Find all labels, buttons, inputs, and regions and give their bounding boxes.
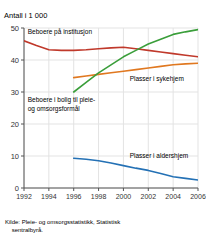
x-tick-label: 1994	[41, 193, 57, 200]
x-tick	[48, 188, 49, 191]
annotation-line: Beboere i bolig til pleie-	[28, 96, 96, 104]
chart: 0 10 20 30 40 50 1992 1994 1996 1998 2000 2002 2004 2…	[0, 0, 206, 236]
x-tick	[123, 188, 124, 191]
y-grid-line	[24, 92, 198, 93]
annotation-line: og omsorgsformål	[28, 105, 81, 113]
x-grid-line	[148, 28, 149, 188]
source: Kilde: Pleie- og omsorgsstatistikk, Stat…	[5, 219, 121, 233]
y-tick-label: 30	[11, 88, 19, 97]
y-axis-line	[24, 28, 25, 188]
grid	[24, 28, 198, 188]
x-tick-label: 2004	[165, 193, 181, 200]
x-grid-line	[24, 28, 25, 188]
x-tick	[198, 188, 199, 191]
x-tick	[24, 188, 25, 191]
y-tick-label: 40	[11, 56, 19, 65]
series-line	[74, 30, 198, 92]
x-tick	[73, 188, 74, 191]
annotations: Beboere på institusjon Plasser i sykehjem…	[28, 28, 188, 160]
x-tick	[98, 188, 99, 191]
y-tick	[21, 156, 24, 157]
series-lines	[24, 30, 198, 180]
x-tick	[173, 188, 174, 191]
annotation: Plasser i aldershjem	[130, 152, 189, 160]
axes: 0 10 20 30 40 50 1992 1994 1996 1998 2000 2002 2004 2…	[11, 24, 206, 201]
x-tick-label: 1996	[66, 193, 82, 200]
x-tick-label: 2000	[116, 193, 132, 200]
annotation-line: Plasser i sykehjem	[130, 75, 184, 83]
x-tick-label: 1992	[16, 193, 32, 200]
annotation-line: Plasser i aldershjem	[130, 152, 189, 160]
y-grid-line	[24, 124, 198, 125]
annotation-line: Beboere på institusjon	[28, 28, 93, 36]
y-tick	[21, 92, 24, 93]
series-line	[74, 158, 198, 180]
x-tick	[148, 188, 149, 191]
x-grid-line	[173, 28, 174, 188]
source-line: Kilde: Pleie- og omsorgsstatistikk, Stat…	[5, 219, 121, 225]
y-tick-label: 50	[11, 24, 19, 33]
x-tick-label: 2002	[140, 193, 156, 200]
x-tick-label: 1998	[91, 193, 107, 200]
x-grid-line	[98, 28, 99, 188]
y-tick-label: 0	[15, 184, 19, 193]
x-tick-label: 2006	[190, 193, 206, 200]
y-tick	[21, 124, 24, 125]
x-grid-line	[123, 28, 124, 188]
y-grid-line	[24, 60, 198, 61]
y-tick-label: 10	[11, 152, 19, 161]
y-axis-label: Antall i 1 000	[4, 11, 47, 20]
annotation: Beboere i bolig til pleie-og omsorgsform…	[28, 96, 96, 112]
y-grid-line	[24, 188, 198, 189]
annotation: Beboere på institusjon	[28, 28, 93, 36]
y-tick	[21, 28, 24, 29]
x-grid-line	[198, 28, 199, 188]
series-line	[24, 41, 198, 57]
x-axis-line	[24, 188, 198, 189]
source-line: sentralbyrå.	[5, 227, 43, 233]
y-tick	[21, 60, 24, 61]
annotation: Plasser i sykehjem	[130, 75, 184, 83]
y-tick-label: 20	[11, 120, 19, 129]
